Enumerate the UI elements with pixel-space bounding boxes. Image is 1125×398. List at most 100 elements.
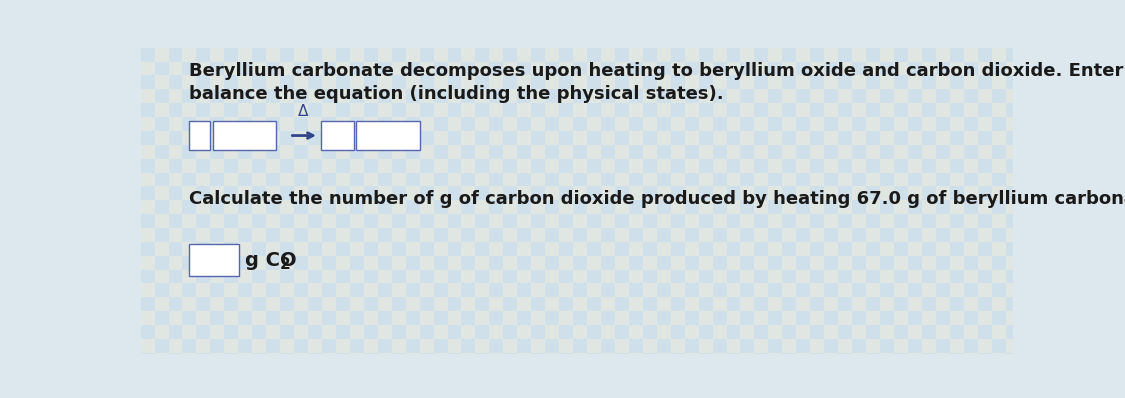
Bar bbox=[964, 48, 978, 62]
Bar bbox=[112, 76, 127, 89]
Bar bbox=[852, 172, 866, 186]
Bar bbox=[894, 89, 908, 103]
Bar bbox=[127, 172, 141, 186]
Bar bbox=[573, 214, 587, 228]
Bar bbox=[224, 311, 238, 325]
Bar bbox=[642, 380, 657, 394]
Bar bbox=[112, 159, 127, 172]
Bar bbox=[670, 283, 685, 297]
Bar bbox=[141, 311, 154, 325]
Bar bbox=[433, 339, 448, 353]
Bar bbox=[406, 269, 420, 283]
Bar bbox=[420, 256, 433, 269]
Bar bbox=[838, 145, 852, 159]
Bar bbox=[978, 34, 991, 48]
Bar bbox=[322, 367, 336, 380]
Bar bbox=[782, 394, 796, 398]
Bar bbox=[154, 380, 169, 394]
Bar bbox=[964, 20, 978, 34]
Bar bbox=[768, 394, 782, 398]
Bar bbox=[615, 380, 629, 394]
Bar bbox=[796, 214, 810, 228]
Bar bbox=[699, 62, 712, 76]
Bar bbox=[978, 76, 991, 89]
Text: 2: 2 bbox=[279, 257, 290, 271]
Bar bbox=[489, 228, 503, 242]
Bar bbox=[546, 367, 559, 380]
Bar bbox=[601, 297, 615, 311]
Bar bbox=[210, 297, 224, 311]
Bar bbox=[894, 20, 908, 34]
Bar bbox=[1034, 89, 1047, 103]
Bar bbox=[657, 380, 670, 394]
Bar bbox=[280, 89, 294, 103]
Bar bbox=[991, 117, 1006, 131]
Bar bbox=[252, 228, 267, 242]
Bar bbox=[587, 62, 601, 76]
Bar bbox=[336, 339, 350, 353]
Bar bbox=[448, 145, 461, 159]
Bar bbox=[559, 186, 573, 200]
Bar bbox=[378, 76, 391, 89]
Bar bbox=[601, 62, 615, 76]
Bar bbox=[238, 103, 252, 117]
Bar bbox=[518, 311, 531, 325]
Bar bbox=[169, 131, 182, 145]
Bar bbox=[936, 76, 950, 89]
Bar bbox=[308, 228, 322, 242]
Bar bbox=[280, 339, 294, 353]
Bar bbox=[768, 242, 782, 256]
Bar bbox=[280, 269, 294, 283]
Bar bbox=[182, 242, 197, 256]
Bar bbox=[768, 353, 782, 367]
Bar bbox=[294, 200, 308, 214]
Bar bbox=[1047, 394, 1061, 398]
Bar bbox=[964, 117, 978, 131]
Bar bbox=[433, 380, 448, 394]
Bar bbox=[238, 131, 252, 145]
Bar bbox=[768, 339, 782, 353]
Bar bbox=[1006, 297, 1019, 311]
Bar bbox=[1006, 103, 1019, 117]
Bar bbox=[601, 394, 615, 398]
Bar bbox=[615, 145, 629, 159]
Bar bbox=[1047, 242, 1061, 256]
Bar bbox=[587, 186, 601, 200]
Bar bbox=[894, 311, 908, 325]
Bar bbox=[182, 339, 197, 353]
Bar bbox=[127, 228, 141, 242]
Bar bbox=[685, 311, 699, 325]
Bar bbox=[308, 89, 322, 103]
Bar bbox=[838, 159, 852, 172]
Bar bbox=[880, 186, 894, 200]
Bar bbox=[629, 186, 642, 200]
Bar bbox=[169, 297, 182, 311]
Bar bbox=[964, 34, 978, 48]
Bar bbox=[210, 186, 224, 200]
Bar bbox=[587, 48, 601, 62]
Bar bbox=[476, 145, 489, 159]
Bar bbox=[154, 103, 169, 117]
Bar bbox=[280, 228, 294, 242]
Bar bbox=[755, 159, 768, 172]
Bar bbox=[642, 269, 657, 283]
Bar bbox=[238, 117, 252, 131]
Bar bbox=[252, 200, 267, 214]
Bar bbox=[782, 283, 796, 297]
Bar bbox=[629, 380, 642, 394]
Bar bbox=[267, 269, 280, 283]
Bar bbox=[978, 283, 991, 297]
Bar bbox=[406, 256, 420, 269]
Bar bbox=[740, 76, 755, 89]
Bar bbox=[796, 325, 810, 339]
Bar bbox=[768, 131, 782, 145]
Bar bbox=[154, 48, 169, 62]
Bar bbox=[280, 103, 294, 117]
Bar bbox=[838, 297, 852, 311]
Bar bbox=[852, 62, 866, 76]
Bar bbox=[308, 76, 322, 89]
Bar bbox=[1019, 256, 1034, 269]
Bar bbox=[378, 228, 391, 242]
Bar bbox=[727, 242, 740, 256]
Bar bbox=[141, 103, 154, 117]
